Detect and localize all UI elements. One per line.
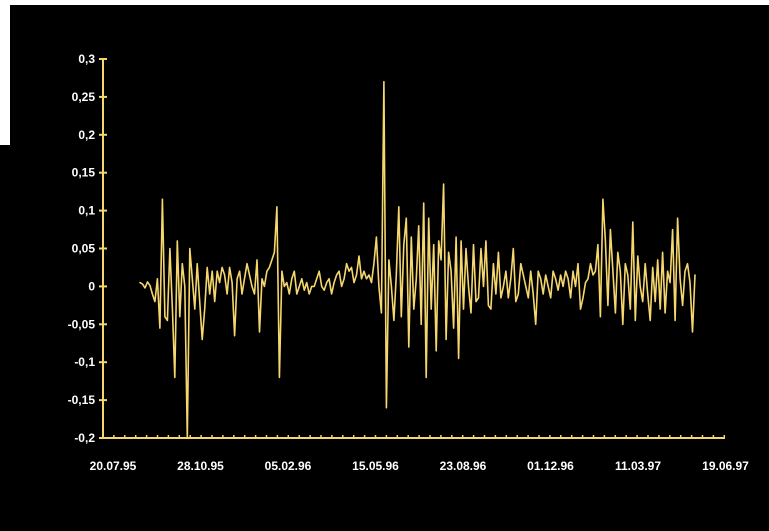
x-tick-label: 19.06.97 bbox=[702, 459, 749, 473]
y-tick-label: -0,2 bbox=[74, 431, 95, 445]
x-tick-label: 20.07.95 bbox=[90, 459, 137, 473]
y-tick-label: 0,1 bbox=[78, 204, 95, 218]
x-tick-label: 05.02.96 bbox=[265, 459, 312, 473]
x-axis: 20.07.95 28.10.95 05.02.96 15.05.96 23.08.96… bbox=[90, 435, 749, 473]
x-tick-label: 11.03.97 bbox=[615, 459, 661, 473]
x-tick-label: 28.10.95 bbox=[177, 459, 224, 473]
series-line bbox=[139, 80, 696, 439]
top-border-strip bbox=[0, 0, 769, 5]
y-tick-label: 0,05 bbox=[72, 242, 96, 256]
x-tick-label: 15.05.96 bbox=[352, 459, 399, 473]
x-tick-label: 23.08.96 bbox=[440, 459, 487, 473]
y-tick-label: 0 bbox=[88, 279, 95, 293]
x-tick-label: 01.12.96 bbox=[527, 459, 574, 473]
y-tick-label: -0,05 bbox=[68, 317, 96, 331]
y-tick-label: 0,3 bbox=[78, 52, 95, 66]
y-tick-label: 0,15 bbox=[72, 166, 96, 180]
series-group bbox=[139, 80, 696, 439]
y-tick-label: 0,25 bbox=[72, 90, 96, 104]
y-tick-label: -0,15 bbox=[68, 393, 96, 407]
y-axis: 0,3 0,25 0,2 0,15 0,1 0,05 0 -0,05 -0,1 -0,15 -0,2 bbox=[68, 52, 107, 445]
y-tick-label: 0,2 bbox=[78, 128, 95, 142]
left-corner-strip bbox=[0, 0, 10, 145]
y-tick-label: -0,1 bbox=[74, 355, 95, 369]
